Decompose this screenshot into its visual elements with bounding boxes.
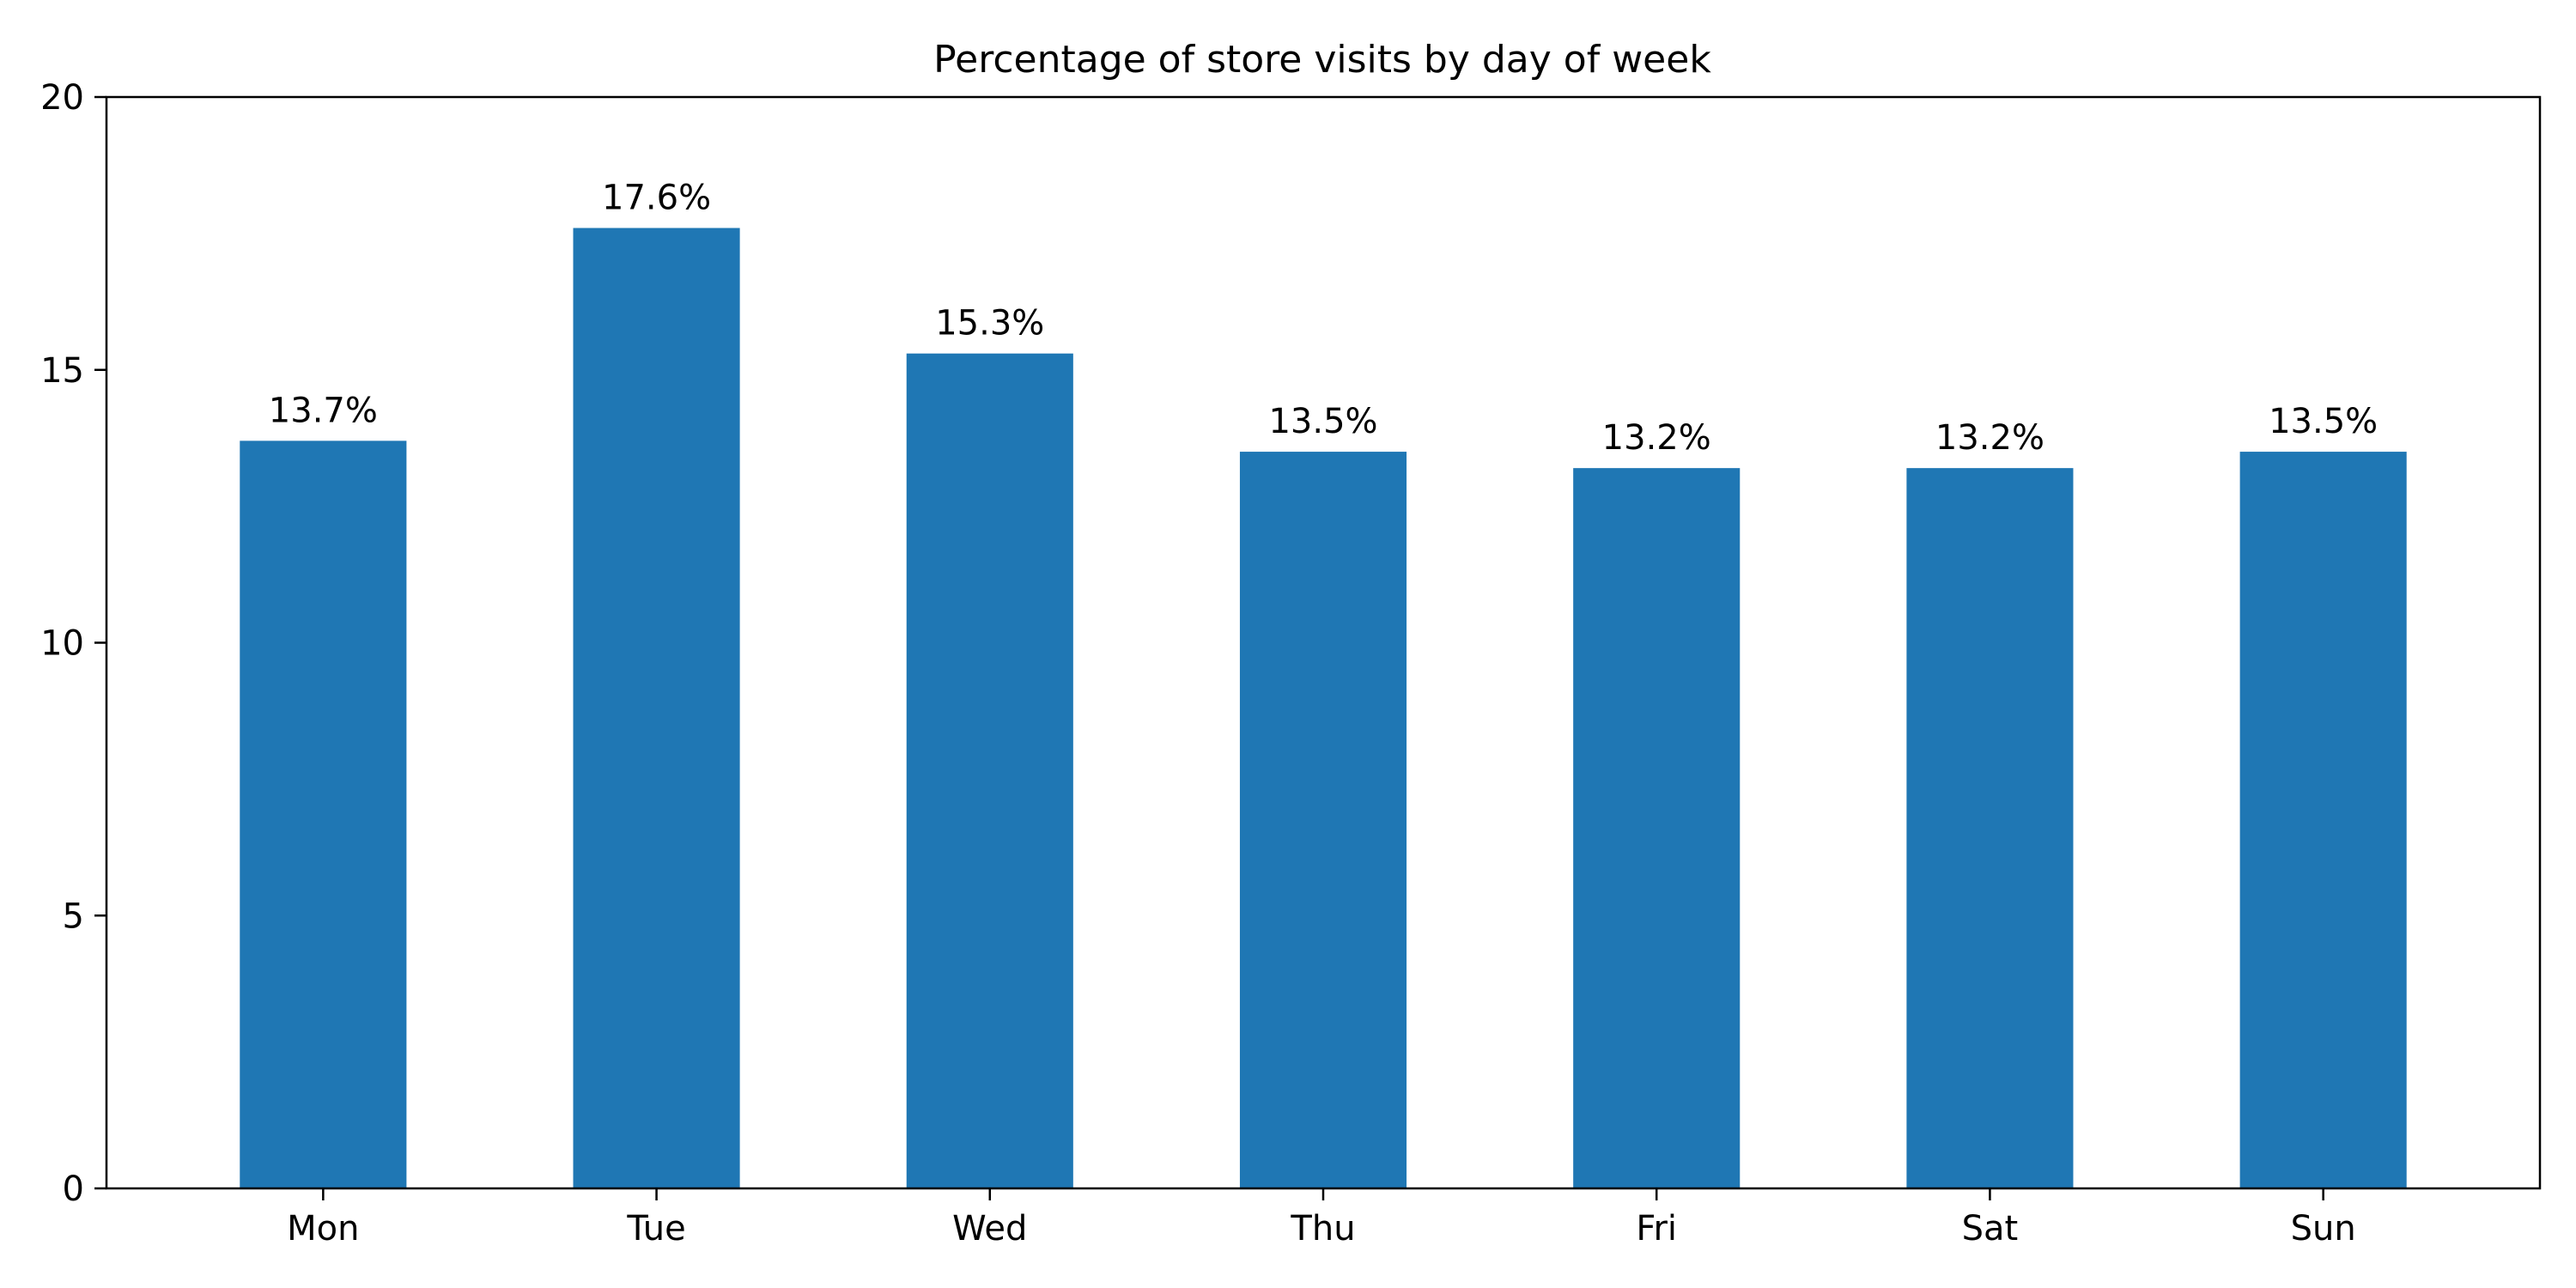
value-label-fri: 13.2% [1602, 418, 1711, 458]
bar-fri [1573, 468, 1741, 1188]
x-tick-label-tue: Tue [626, 1209, 685, 1249]
bar-sun [2239, 452, 2407, 1188]
value-labels-group: 13.7% 17.6% 15.3% 13.5% 13.2% 13.2% 13.5% [269, 179, 2378, 459]
x-tick-label-sun: Sun [2291, 1209, 2356, 1249]
value-label-sun: 13.5% [2269, 402, 2378, 441]
x-axis: Mon Tue Wed Thu Fri Sat Sun [287, 1188, 2356, 1249]
bar-wed [906, 353, 1073, 1188]
value-label-wed: 15.3% [935, 304, 1044, 343]
y-tick-label-10: 10 [40, 624, 84, 664]
y-tick-label-0: 0 [63, 1170, 84, 1209]
y-axis: 0 5 10 15 20 [40, 78, 106, 1209]
value-label-sat: 13.2% [1935, 418, 2044, 458]
y-tick-label-5: 5 [63, 896, 84, 936]
bar-tue [573, 228, 740, 1188]
chart-title: Percentage of store visits by day of wee… [933, 38, 1711, 82]
value-label-tue: 17.6% [602, 179, 711, 218]
x-tick-label-fri: Fri [1636, 1209, 1677, 1249]
x-tick-label-thu: Thu [1290, 1209, 1355, 1249]
x-tick-label-mon: Mon [287, 1209, 359, 1249]
bar-mon [240, 440, 407, 1188]
value-label-thu: 13.5% [1268, 402, 1377, 441]
y-tick-label-20: 20 [40, 78, 84, 118]
x-tick-label-sat: Sat [1962, 1209, 2019, 1249]
x-tick-label-wed: Wed [952, 1209, 1027, 1249]
plot-frame [105, 95, 2542, 1190]
y-tick-label-15: 15 [40, 351, 84, 391]
bar-thu [1239, 452, 1407, 1188]
bars-group [240, 228, 2407, 1188]
value-label-mon: 13.7% [269, 391, 378, 430]
bar-sat [1906, 468, 2074, 1188]
